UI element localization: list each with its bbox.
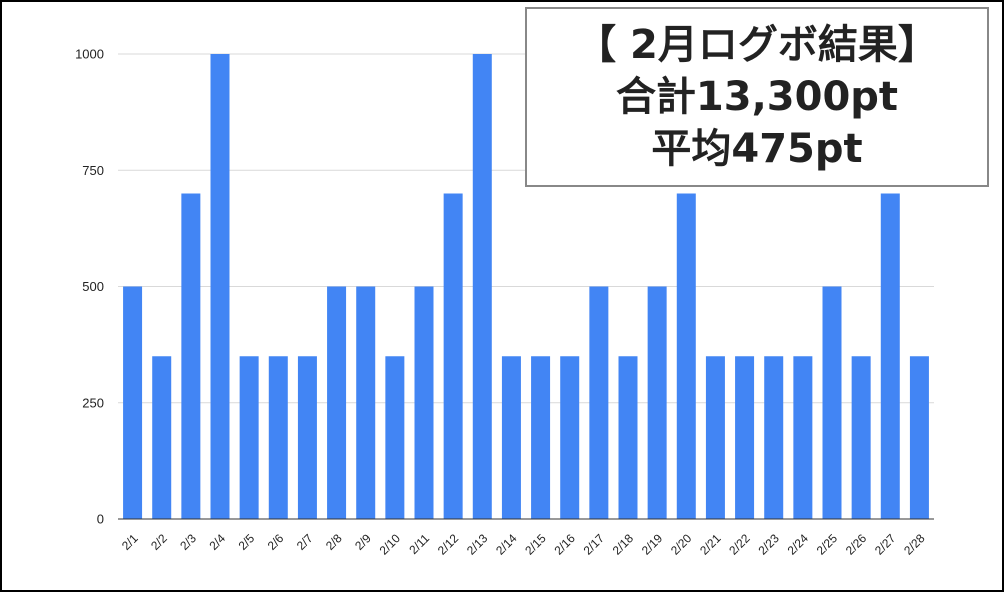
bars [123, 54, 929, 519]
x-tick-label: 2/26 [843, 531, 870, 558]
bar-2-12 [443, 193, 463, 519]
bar-2-28 [909, 356, 929, 519]
y-tick-label: 500 [82, 279, 104, 294]
bar-2-5 [239, 356, 259, 519]
bar-2-24 [793, 356, 813, 519]
x-tick-label: 2/2 [148, 531, 170, 553]
x-tick-label: 2/7 [294, 531, 316, 553]
bar-2-17 [589, 286, 609, 519]
bar-2-21 [705, 356, 725, 519]
x-tick-label: 2/10 [377, 531, 404, 558]
x-tick-label: 2/6 [265, 531, 287, 553]
x-tick-label: 2/18 [610, 531, 637, 558]
bar-2-1 [123, 286, 143, 519]
bar-2-26 [851, 356, 871, 519]
x-tick-label: 2/17 [581, 531, 608, 558]
x-tick-label: 2/8 [323, 531, 345, 553]
summary-average: 平均475pt [651, 126, 863, 172]
bar-2-16 [560, 356, 580, 519]
bar-2-6 [268, 356, 288, 519]
bar-2-10 [385, 356, 405, 519]
x-tick-label: 2/4 [206, 531, 228, 553]
bar-2-11 [414, 286, 434, 519]
y-axis-ticks: 0 250 500 750 1000 [75, 47, 104, 527]
x-tick-label: 2/27 [872, 531, 899, 558]
bar-2-13 [472, 54, 492, 519]
bar-2-19 [647, 286, 667, 519]
x-tick-label: 2/3 [177, 531, 199, 553]
bar-2-9 [356, 286, 376, 519]
bar-2-4 [210, 54, 230, 519]
x-tick-label: 2/25 [814, 531, 841, 558]
bar-2-15 [531, 356, 551, 519]
summary-box: 【 2月ログボ結果】 合計13,300pt 平均475pt [525, 7, 989, 187]
y-tick-label: 250 [82, 395, 104, 410]
bar-2-20 [676, 193, 696, 519]
summary-title: 【 2月ログボ結果】 [576, 22, 938, 68]
bar-2-2 [152, 356, 172, 519]
summary-total: 合計13,300pt [615, 74, 899, 120]
bar-2-27 [880, 193, 900, 519]
bar-2-7 [297, 356, 317, 519]
x-tick-label: 2/9 [352, 531, 374, 553]
x-tick-label: 2/19 [639, 531, 666, 558]
x-tick-label: 2/20 [668, 531, 695, 558]
x-tick-label: 2/23 [755, 531, 782, 558]
x-tick-label: 2/24 [785, 531, 812, 558]
x-tick-label: 2/5 [236, 531, 258, 553]
x-tick-label: 2/1 [119, 531, 141, 553]
y-tick-label: 750 [82, 163, 104, 178]
x-tick-label: 2/22 [726, 531, 753, 558]
y-tick-label: 1000 [75, 47, 104, 62]
bar-2-23 [764, 356, 784, 519]
y-tick-label: 0 [97, 512, 104, 527]
x-tick-label: 2/15 [522, 531, 549, 558]
x-tick-label: 2/12 [435, 531, 462, 558]
x-tick-label: 2/14 [493, 531, 520, 558]
bar-2-14 [501, 356, 521, 519]
x-axis-ticks: 2/1 2/2 2/3 2/4 2/5 2/6 2/7 2/8 2/9 2/10 2/11 2/12 2… [119, 531, 928, 558]
x-tick-label: 2/16 [551, 531, 578, 558]
bar-2-25 [822, 286, 842, 519]
x-tick-label: 2/21 [697, 531, 724, 558]
bar-2-18 [618, 356, 638, 519]
bar-2-3 [181, 193, 201, 519]
bar-2-22 [735, 356, 755, 519]
x-tick-label: 2/28 [901, 531, 928, 558]
x-tick-label: 2/11 [406, 531, 432, 557]
x-tick-label: 2/13 [464, 531, 491, 558]
bar-2-8 [327, 286, 347, 519]
